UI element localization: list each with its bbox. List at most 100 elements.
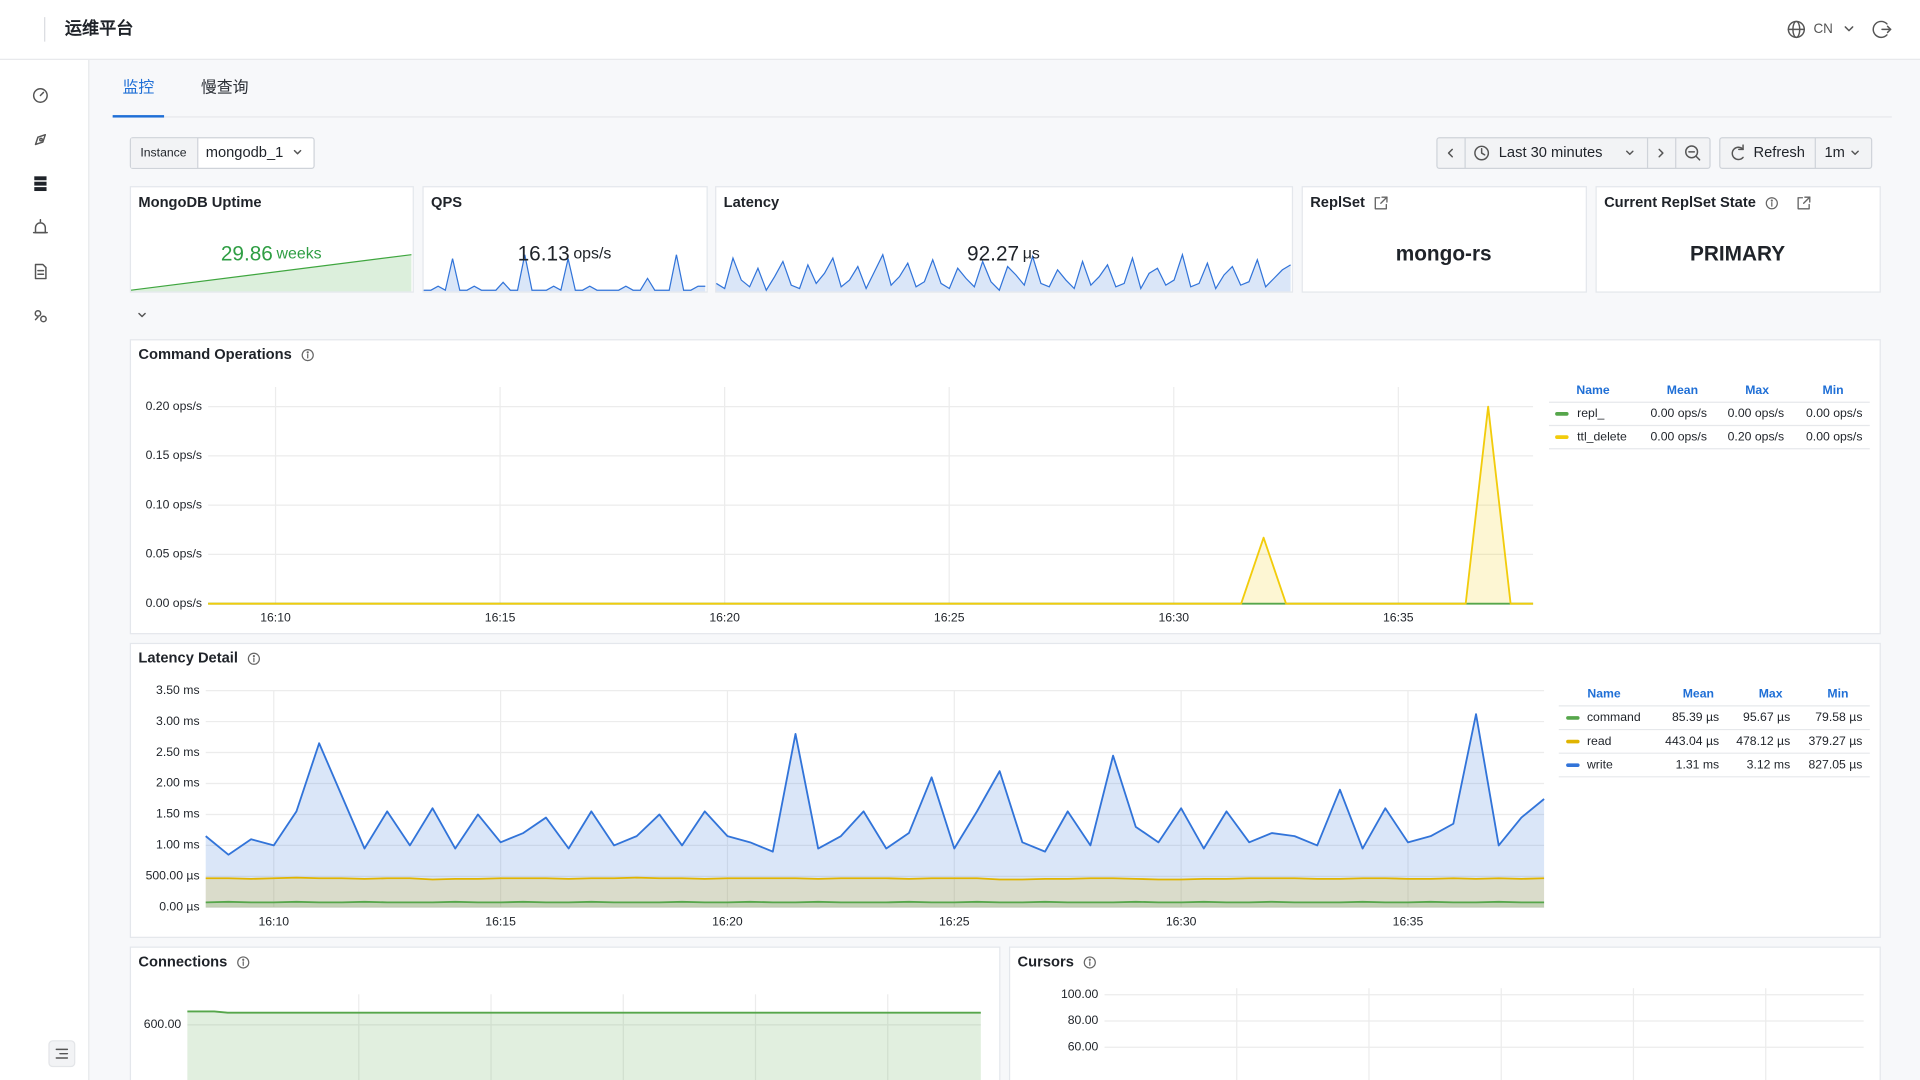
tab[interactable]: 监控 (122, 78, 154, 96)
link-box (1374, 197, 1387, 210)
series-line (205, 876, 1545, 881)
legend-stat: 478.12 µs (1736, 734, 1790, 748)
nav-database[interactable] (34, 176, 47, 192)
nav-alarm[interactable] (32, 219, 48, 234)
y-tick-label: 1.50 ms (156, 807, 200, 821)
x-tick-label: 16:20 (712, 914, 743, 928)
stat-title: QPS (431, 195, 462, 211)
legend-swatch[interactable] (1566, 739, 1580, 744)
y-tick-label: 0.15 ops/s (146, 448, 202, 462)
y-tick-label: 100.00 (1061, 987, 1099, 1001)
x-tick-label: 16:35 (1393, 914, 1424, 928)
legend-swatch[interactable] (1566, 763, 1580, 768)
legend-stat: 1.31 ms (1676, 757, 1720, 771)
nav-deploy[interactable] (34, 133, 47, 146)
nav-dashboard[interactable] (32, 88, 48, 103)
chart-panel (129, 339, 1881, 635)
clock-icon[interactable] (1474, 145, 1490, 161)
legend-header: Min (1827, 687, 1848, 701)
stat-panel (1595, 186, 1881, 293)
legend-name[interactable]: repl_ (1577, 406, 1604, 420)
instance-value[interactable]: mongodb_1 (206, 145, 284, 161)
y-tick-label: 2.00 ms (156, 776, 200, 790)
instance-chevron[interactable] (293, 149, 302, 155)
chart-panel (1008, 946, 1881, 1080)
x-tick-label: 16:10 (260, 611, 291, 625)
y-tick-label: 500.00 µs (146, 869, 200, 883)
info-dot (1088, 958, 1091, 961)
stat-unit: weeks (276, 246, 322, 263)
y-tick-label: 3.50 ms (156, 683, 200, 697)
series-area (205, 714, 1545, 908)
instance-label-bg (131, 138, 198, 168)
legend-swatch[interactable] (1566, 716, 1580, 720)
link-icon[interactable] (1797, 196, 1811, 210)
time-picker (1436, 137, 1711, 169)
language-chevron[interactable] (1844, 26, 1854, 32)
info-circle (1083, 956, 1096, 969)
interval-chevron[interactable] (1851, 150, 1859, 156)
legend-swatch[interactable] (1555, 412, 1569, 416)
instance-label: Instance (140, 145, 186, 159)
language-icon[interactable] (1787, 20, 1806, 39)
info-dot (242, 958, 245, 961)
chart-title: Connections (138, 954, 227, 970)
link-icon[interactable] (1374, 196, 1388, 210)
sparkline-area (716, 254, 1291, 292)
collapse-stats[interactable] (138, 312, 146, 318)
info-dot (1770, 199, 1773, 202)
y-tick-label: 0.00 µs (159, 900, 199, 914)
nav-report[interactable] (34, 263, 47, 280)
info-icon[interactable] (301, 348, 314, 362)
y-tick-label: 0.05 ops/s (146, 547, 202, 561)
sparkline (423, 254, 706, 292)
refresh-button[interactable]: Refresh (1753, 145, 1804, 161)
y-tick-label: 1.00 ms (156, 838, 200, 852)
tab[interactable]: 慢查询 (201, 78, 249, 96)
app-title: 运维平台 (65, 18, 133, 38)
x-tick-label: 16:35 (1383, 611, 1414, 625)
info-icon[interactable] (247, 652, 261, 665)
x-tick-label: 16:30 (1166, 914, 1197, 928)
nav-settings[interactable] (34, 310, 47, 323)
stat-number: 16.13 (518, 242, 570, 265)
legend-name[interactable]: command (1587, 710, 1641, 724)
zoom-out[interactable] (1685, 145, 1701, 161)
x-tick-label: 16:15 (485, 914, 516, 928)
logout-icon[interactable] (1872, 20, 1892, 39)
chart-title: Cursors (1018, 954, 1074, 970)
time-forward[interactable] (1658, 148, 1664, 158)
tab-underline (112, 115, 165, 118)
info-dot (306, 351, 309, 354)
series-line (208, 405, 1534, 605)
time-back[interactable] (1447, 148, 1453, 158)
y-tick-label: 0.00 ops/s (146, 596, 202, 610)
stat-unit: ops/s (573, 246, 611, 263)
language-switch[interactable]: CN (1813, 21, 1832, 36)
info-circle (301, 348, 314, 362)
collapse-icon[interactable] (55, 1048, 69, 1059)
legend-header: Max (1759, 687, 1783, 701)
refresh-group (1719, 137, 1873, 169)
info-icon[interactable] (237, 956, 250, 969)
info-icon[interactable] (1083, 956, 1096, 969)
legend-stat: 0.00 ops/s (1806, 406, 1862, 420)
y-tick-label: 80.00 (1068, 1013, 1099, 1027)
time-range[interactable]: Last 30 minutes (1499, 145, 1603, 161)
legend-swatch[interactable] (1555, 435, 1569, 439)
legend-name[interactable]: write (1586, 757, 1613, 771)
info-icon[interactable] (1765, 197, 1778, 210)
legend-name[interactable]: ttl_delete (1577, 429, 1627, 443)
time-chevron[interactable] (1626, 150, 1634, 156)
x-tick-label: 16:25 (939, 914, 970, 928)
x-tick-label: 16:15 (485, 611, 516, 625)
x-tick-label: 16:25 (934, 611, 965, 625)
series-line (205, 713, 1545, 856)
refresh-icon[interactable] (1731, 144, 1744, 161)
x-tick-label: 16:20 (709, 611, 740, 625)
stat-number: 29.86 (221, 242, 273, 265)
refresh-interval[interactable]: 1m (1824, 145, 1844, 161)
legend-name[interactable]: read (1587, 734, 1612, 748)
stat-unit: μs (1023, 246, 1040, 263)
stat-title: MongoDB Uptime (138, 195, 261, 211)
